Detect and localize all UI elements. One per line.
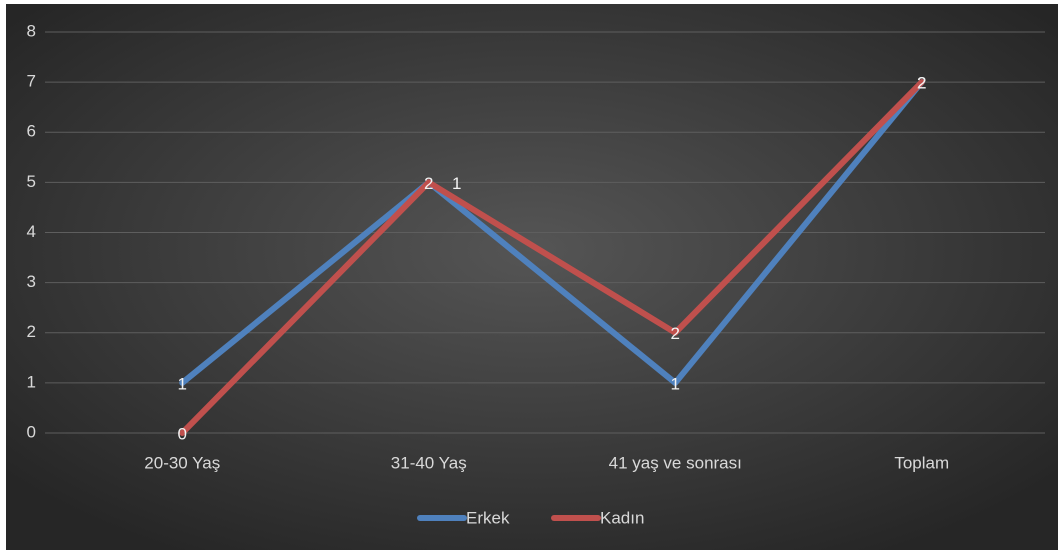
- series-line: [179, 79, 925, 386]
- y-tick-label: 0: [27, 422, 36, 441]
- y-tick-label: 2: [27, 322, 36, 341]
- y-tick-label: 7: [27, 72, 36, 91]
- data-label: 2: [424, 174, 433, 193]
- data-label: 0: [178, 424, 187, 443]
- data-label: 2: [917, 74, 926, 93]
- legend-label: Erkek: [466, 508, 510, 527]
- series-line: [179, 79, 925, 436]
- legend-label: Kadın: [600, 508, 644, 527]
- y-tick-label: 4: [27, 222, 36, 241]
- y-tick-label: 5: [27, 172, 36, 191]
- x-tick-label: 31-40 Yaş: [391, 453, 467, 472]
- x-tick-label: 41 yaş ve sonrası: [609, 453, 742, 472]
- y-tick-label: 1: [27, 372, 36, 391]
- data-label: 2: [671, 324, 680, 343]
- data-label: 1: [671, 374, 680, 393]
- y-tick-label: 6: [27, 122, 36, 141]
- y-tick-label: 8: [27, 21, 36, 40]
- x-tick-label: 20-30 Yaş: [144, 453, 220, 472]
- x-tick-label: Toplam: [894, 453, 949, 472]
- chart-background: [6, 4, 1058, 550]
- data-label: 1: [178, 374, 187, 393]
- data-label: 2: [917, 74, 926, 93]
- data-label: 1: [452, 174, 461, 193]
- y-tick-label: 3: [27, 272, 36, 291]
